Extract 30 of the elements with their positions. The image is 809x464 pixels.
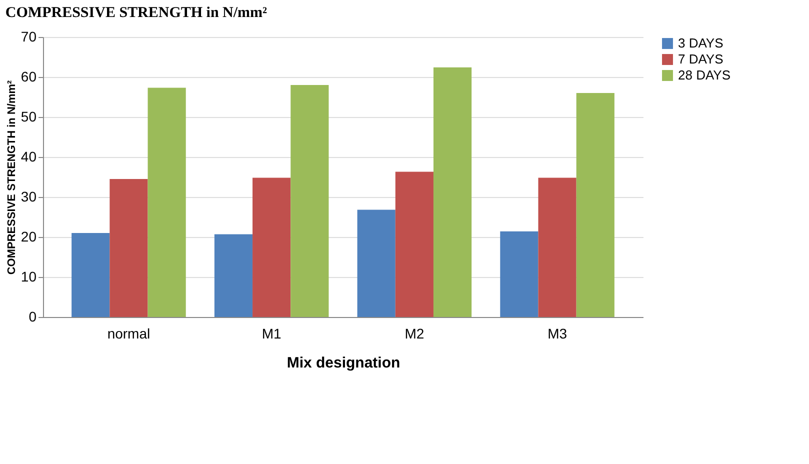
bar: [72, 233, 110, 317]
bar: [148, 88, 186, 317]
y-tick-label: 50: [20, 108, 37, 124]
x-tick-label: normal: [107, 326, 150, 342]
y-tick-label: 20: [20, 228, 37, 244]
bar: [252, 178, 291, 317]
chart-title: COMPRESSIVE STRENGTH in N/mm²: [5, 5, 268, 21]
legend-label: 7 DAYS: [678, 52, 724, 66]
legend-label: 3 DAYS: [678, 36, 724, 50]
bar: [214, 234, 253, 317]
bar: [290, 85, 329, 317]
bar: [433, 67, 472, 317]
x-tick-label: M1: [262, 326, 282, 342]
y-tick-label: 30: [20, 188, 37, 204]
bar: [538, 178, 576, 317]
bar: [395, 172, 434, 317]
x-tick-label: M3: [548, 326, 568, 342]
bar: [357, 210, 396, 317]
bar: [110, 179, 148, 317]
bar: [576, 93, 614, 317]
x-tick-label: M2: [404, 326, 424, 342]
y-tick-label: 40: [20, 148, 37, 164]
y-tick-label: 10: [20, 268, 37, 284]
y-tick-label: 0: [28, 308, 37, 324]
bar: [500, 231, 538, 317]
x-axis-title: Mix designation: [286, 354, 400, 372]
y-tick-label: 70: [20, 28, 37, 44]
y-axis-title: COMPRESSIVE STRENGTH in N/mm²: [6, 80, 18, 275]
y-tick-label: 60: [20, 68, 37, 84]
legend-label: 28 DAYS: [678, 68, 731, 82]
